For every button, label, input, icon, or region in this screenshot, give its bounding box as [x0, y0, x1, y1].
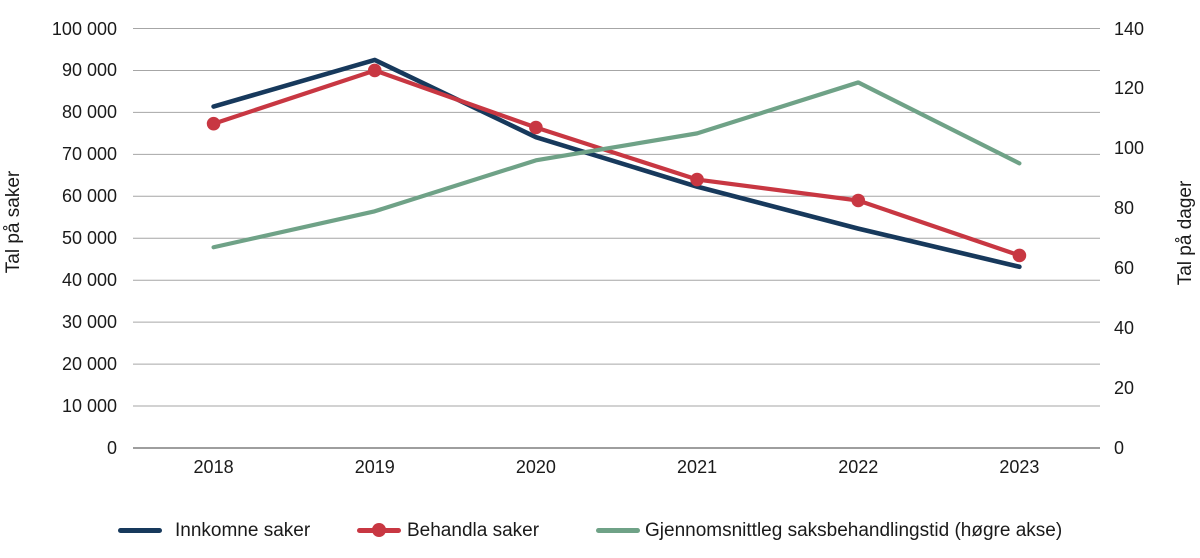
- left-axis-tick-label: 50 000: [61, 228, 117, 249]
- x-axis-tick-label: 2020: [515, 457, 556, 477]
- legend-marker-dot-behandla-saker: [372, 523, 386, 537]
- series-line-0: [211, 57, 1022, 270]
- right-axis-tick-label: 0: [1114, 438, 1125, 458]
- left-axis-tick-label: 70 000: [61, 144, 117, 165]
- series-line-2: [211, 80, 1022, 250]
- left-axis-tick-label: 20 000: [61, 354, 117, 375]
- data-point-marker: [851, 193, 866, 208]
- x-axis-tick-label: 2023: [999, 457, 1040, 477]
- data-point-marker: [690, 172, 704, 187]
- legend-marker-saksbehandlingstid: [596, 528, 640, 533]
- data-point-marker: [206, 116, 221, 131]
- right-axis-tick-label: 140: [1114, 18, 1145, 39]
- x-axis-tick-label: 2019: [354, 457, 395, 477]
- data-point-marker: [367, 63, 382, 78]
- left-axis-tick-label: 0: [106, 438, 117, 458]
- right-axis-tick-label: 60: [1114, 258, 1135, 279]
- x-axis-tick-label: 2021: [677, 457, 718, 477]
- right-axis-tick-label: 80: [1114, 198, 1135, 219]
- left-axis-tick-label: 80 000: [61, 102, 117, 123]
- right-axis-tick-label: 20: [1114, 378, 1135, 399]
- left-axis-tick-label: 90 000: [61, 60, 117, 81]
- right-axis-tick-label: 100: [1114, 138, 1145, 159]
- x-axis-tick-label: 2022: [838, 457, 879, 477]
- legend-label-behandla-saker: Behandla saker: [407, 520, 540, 541]
- series-line-1: [211, 68, 1022, 258]
- legend-label-innkomne-saker: Innkomne saker: [175, 520, 311, 541]
- left-axis-tick-label: 60 000: [61, 186, 117, 207]
- left-axis-tick-label: 100 000: [51, 18, 117, 39]
- right-axis-tick-label: 120: [1114, 78, 1145, 99]
- left-axis-tick-label: 10 000: [61, 396, 117, 417]
- data-point-marker: [529, 120, 543, 135]
- x-axis-tick-label: 2018: [193, 457, 234, 477]
- legend-marker-innkomne-saker: [118, 528, 162, 533]
- legend-label-saksbehandlingstid: Gjennomsnittleg saksbehandlingstid (høgr…: [645, 520, 1063, 541]
- left-axis-tick-label: 40 000: [61, 270, 117, 291]
- data-point-marker: [1012, 248, 1027, 263]
- right-axis-tick-label: 40: [1114, 318, 1135, 339]
- left-axis-tick-label: 30 000: [61, 312, 117, 333]
